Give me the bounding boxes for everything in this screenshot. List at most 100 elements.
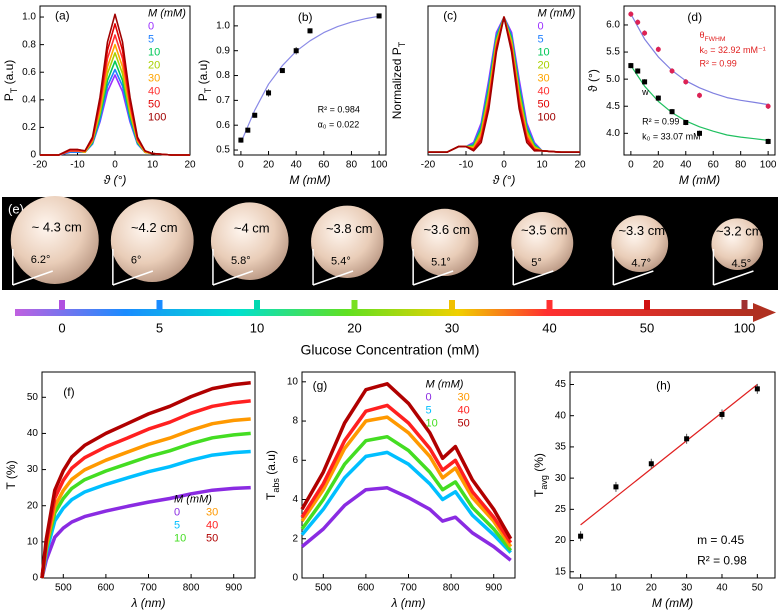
legend-entry: 30 (206, 507, 218, 519)
y-tick-label: 0.2 (22, 122, 36, 133)
y-axis-label-part: P (196, 93, 210, 101)
legend-entry: 40 (206, 520, 218, 532)
y-tick-label: 0.6 (216, 120, 230, 131)
angle-wedge (212, 249, 254, 286)
y-tick-label: 15 (555, 566, 567, 577)
legend-title: M (mM) (148, 7, 186, 19)
angle-label: 6° (131, 255, 142, 267)
y-axis-label-part: T (264, 492, 278, 500)
panel-label: (d) (687, 10, 702, 24)
y-tick-label: 4.0 (606, 128, 620, 139)
y-tick-label: 0.4 (22, 94, 36, 105)
color-bar-marker (351, 300, 358, 310)
x-axis-label: λ (nm) (131, 596, 166, 610)
y-tick-label: 30 (555, 473, 567, 484)
data-point (245, 127, 251, 133)
size-label: ~3.5 cm (521, 222, 568, 237)
legend-title: M (mM) (426, 378, 464, 390)
y-tick-label: 20 (27, 500, 39, 511)
x-tick-label: 0 (238, 160, 244, 171)
data-point (376, 13, 382, 19)
legend-entry: 5 (148, 33, 154, 45)
panel-label: (e) (8, 201, 24, 216)
legend-entry: 40 (458, 404, 470, 416)
color-bar-tick: 50 (640, 320, 654, 335)
size-label: ~3.3 cm (618, 223, 665, 238)
data-point (669, 109, 675, 115)
y-tick-label: 6 (292, 455, 298, 466)
x-tick-label: 700 (140, 583, 157, 594)
y-tick-label: 10 (27, 537, 39, 548)
data-line (300, 450, 512, 554)
color-bar-marker (156, 300, 163, 310)
x-axis-label: ϑ (°) (104, 173, 127, 187)
color-bar-marker (546, 300, 553, 310)
color-bar (15, 309, 753, 316)
color-bar-marker (254, 300, 260, 310)
legend-entry: 10 (537, 46, 549, 58)
x-tick-label: -20 (33, 160, 48, 171)
color-bar-arrow (753, 303, 776, 322)
y-axis-label-part: (a.u) (2, 60, 16, 88)
x-axis-label: λ (nm) (391, 596, 426, 610)
data-point (642, 79, 648, 85)
y-tick-label: 0.5 (216, 145, 230, 156)
data-point (765, 138, 771, 144)
y-tick-label: 0.9 (216, 45, 230, 56)
droplet (511, 212, 574, 274)
fit-line (630, 13, 769, 106)
annotation: k₀ = 32.92 mM⁻¹ (700, 45, 766, 55)
droplet (110, 199, 194, 282)
color-bar-tick: 10 (250, 320, 264, 335)
droplet (411, 208, 479, 276)
y-tick-label: 40 (555, 410, 567, 421)
color-bar-marker (59, 300, 65, 310)
y-axis-label-part: (%) (532, 453, 546, 475)
x-tick-label: -10 (70, 160, 85, 171)
angle-wedge (712, 249, 754, 286)
angle-wedge (112, 249, 154, 286)
y-axis-label-part: T (397, 41, 407, 47)
fit-line (580, 384, 758, 526)
data-point (754, 386, 760, 392)
legend-entry: 50 (458, 417, 470, 429)
x-tick-label: 20 (574, 160, 586, 171)
legend-entry: 0 (174, 507, 180, 519)
x-tick-label: 0 (578, 583, 584, 594)
droplet (611, 215, 669, 272)
color-bar-tick: 20 (347, 320, 361, 335)
data-point (635, 68, 641, 74)
angle-wedge (312, 249, 354, 286)
plot-frame (623, 5, 776, 156)
data-point (669, 68, 675, 74)
data-point (293, 48, 299, 54)
panel-label: (f) (63, 385, 74, 399)
data-line (300, 486, 512, 562)
legend-title: M (mM) (537, 7, 575, 19)
data-point (655, 46, 661, 52)
y-axis-label-part: (a.u) (196, 60, 210, 88)
data-line (40, 381, 251, 579)
angle-wedge (512, 249, 554, 286)
annotation: R² = 0.99 (642, 117, 679, 127)
x-tick-label: 10 (536, 160, 548, 171)
data-line (300, 434, 513, 552)
data-line (40, 13, 190, 156)
data-point (683, 119, 689, 125)
y-tick-label: 6.0 (606, 20, 620, 31)
x-tick-label: 60 (318, 160, 330, 171)
x-axis-label: M (mM) (289, 173, 330, 187)
droplet (210, 202, 289, 280)
annotation: w (641, 87, 649, 97)
angle-label: 5.4° (331, 256, 351, 268)
angle-label: 4.7° (631, 258, 651, 270)
legend-entry: 40 (148, 85, 160, 97)
x-tick-label: 800 (183, 583, 200, 594)
angle-label: 5.8° (231, 255, 251, 267)
data-point (683, 79, 689, 85)
x-tick-label: 40 (716, 583, 728, 594)
data-point (697, 92, 702, 98)
annotation: α₀ = 0.022 (318, 120, 360, 130)
data-point (684, 436, 690, 442)
data-point (719, 411, 725, 417)
